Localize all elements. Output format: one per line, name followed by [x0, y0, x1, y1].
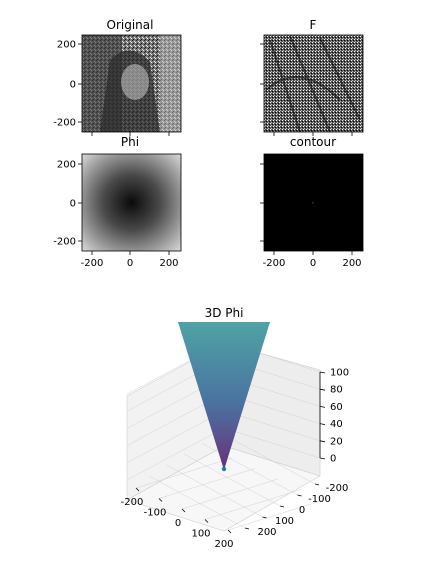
z-tick-label: 20: [330, 436, 343, 447]
x-tick-label: 200: [214, 539, 233, 550]
panel-phi-title: Phi: [121, 135, 139, 149]
x-tick: [227, 529, 232, 534]
contour-xtick-label: 200: [342, 258, 361, 269]
contour-xtick-label: -200: [263, 258, 286, 269]
panel-f: F: [260, 18, 364, 136]
panel-phi: Phi 200 0 -200 -200 0 200: [53, 135, 182, 269]
phi-ytick-label: 200: [57, 160, 76, 171]
y-tick: [297, 494, 302, 497]
z-tick-label: 80: [330, 385, 343, 396]
y-tick: [279, 505, 285, 508]
z-tick: [319, 371, 326, 374]
original-ytick-label: 200: [57, 40, 76, 51]
y-tick-label: 200: [257, 527, 276, 538]
z-tick-label: 0: [330, 454, 336, 465]
phi-ytick-label: -200: [53, 237, 76, 248]
original-ytick-label: 0: [70, 80, 76, 91]
x-tick-label: -200: [121, 497, 144, 508]
x-tick: [135, 487, 140, 492]
x-axis: -200-100 0 100 200: [121, 487, 234, 550]
x-tick-label: -100: [144, 508, 167, 519]
f-image: [264, 35, 363, 133]
z-tick-label: 100: [330, 368, 349, 379]
x-tick: [181, 508, 186, 513]
x-tick-label: 100: [191, 529, 210, 540]
panel-f-title: F: [310, 18, 317, 32]
panel-contour-title: contour: [290, 135, 336, 149]
z-tick: [319, 388, 326, 391]
phi-xtick-label: 200: [159, 258, 178, 269]
apex-marker: [221, 466, 227, 472]
y-tick-label: 100: [275, 516, 294, 527]
phi-xtick-label: -200: [81, 258, 104, 269]
z-tick: [319, 440, 326, 443]
original-ytick-label: -200: [53, 118, 76, 129]
x-tick-label: 0: [175, 518, 181, 529]
contour-xtick-label: 0: [310, 258, 316, 269]
floor-pane: [126, 445, 321, 532]
y-tick-label: -100: [308, 494, 331, 505]
y-tick-label: -200: [326, 483, 349, 494]
y-tick-label: 0: [299, 505, 305, 516]
panel-original: Original 200 0 -200: [53, 18, 182, 136]
y-tick: [244, 527, 250, 530]
phi-cone-surface: [178, 322, 270, 470]
z-tick-label: 40: [330, 419, 343, 430]
z-axis: 0 20 40 60 80 100: [319, 368, 349, 465]
z-tick: [319, 423, 326, 425]
phi-xtick-label: 0: [127, 258, 133, 269]
y-tick: [314, 483, 320, 486]
z-tick: [319, 406, 326, 408]
phi-ytick-label: 0: [70, 199, 76, 210]
z-tick-label: 60: [330, 402, 343, 413]
x-tick: [158, 498, 163, 502]
panel-3d-title: 3D Phi: [205, 306, 244, 320]
z-tick: [319, 457, 326, 460]
pane-grid: [126, 341, 325, 531]
panel-contour: contour -200 0 200: [260, 135, 364, 269]
x-tick: [204, 519, 209, 523]
y-tick: [262, 516, 267, 519]
panel-original-title: Original: [107, 18, 154, 32]
phi-heatmap: [82, 154, 181, 251]
original-image: [82, 35, 181, 132]
